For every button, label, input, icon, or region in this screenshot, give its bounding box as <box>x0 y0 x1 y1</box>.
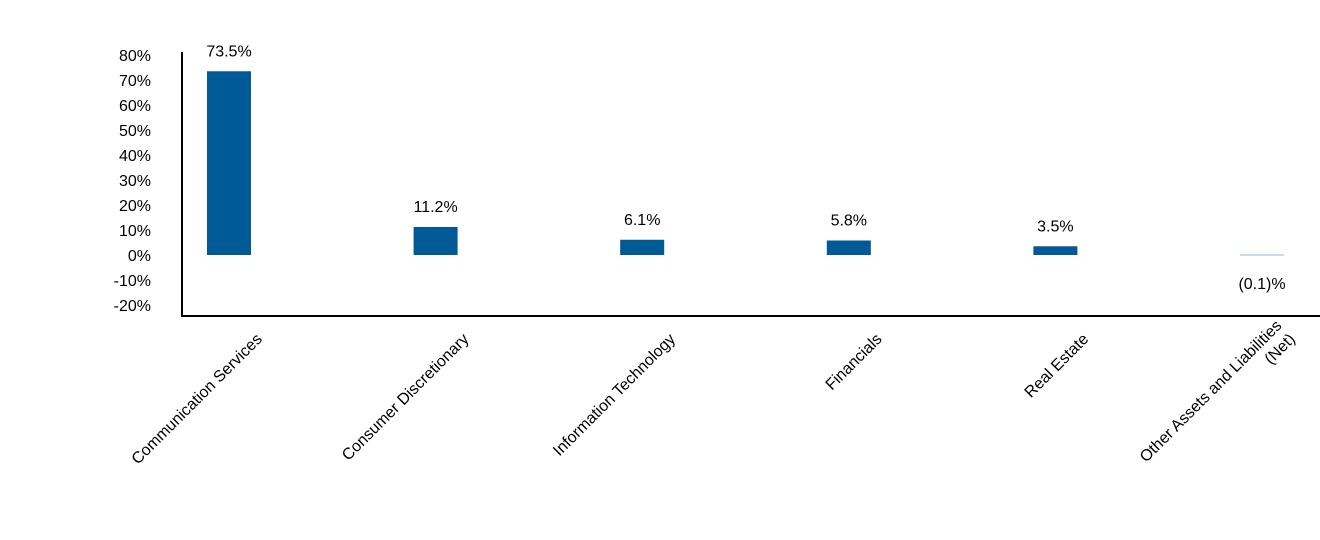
y-tick-label: 20% <box>119 198 151 215</box>
bars <box>207 71 1284 256</box>
y-tick-label: -10% <box>114 273 151 290</box>
bar <box>207 71 251 255</box>
data-label: 11.2% <box>414 199 458 216</box>
category-label-line: Communication Services <box>129 331 266 468</box>
category-label: Real Estate <box>1022 331 1093 402</box>
bar <box>1033 246 1078 255</box>
category-label-line: Real Estate <box>1022 331 1093 402</box>
category-labels: Communication Services Consumer Discretio… <box>129 317 1299 479</box>
data-label: 5.8% <box>831 213 867 230</box>
bar <box>620 239 665 255</box>
y-tick-label: 50% <box>119 123 151 140</box>
data-label: (0.1)% <box>1238 276 1285 293</box>
y-tick-label: 40% <box>119 148 151 165</box>
bar <box>413 227 458 255</box>
y-tick-label: 70% <box>119 73 151 90</box>
y-tick-label: 0% <box>128 248 151 265</box>
category-label: Consumer Discretionary <box>339 331 472 464</box>
data-label: 6.1% <box>624 212 660 229</box>
y-tick-label: 10% <box>119 223 151 240</box>
bar <box>826 240 871 255</box>
y-tick-label: 60% <box>119 98 151 115</box>
category-label: Financials <box>823 331 886 394</box>
y-tick-label: 30% <box>119 173 151 190</box>
category-label-line: Information Technology <box>550 331 679 460</box>
data-label: 3.5% <box>1037 218 1073 235</box>
data-labels: 73.5% 11.2% 6.1% 5.8% 3.5% (0.1)% <box>206 43 1285 293</box>
category-label-line: Financials <box>823 331 886 394</box>
category-label: Other Assets and Liabilities(Net) <box>1137 317 1299 479</box>
y-tick-label: -20% <box>114 298 151 315</box>
category-label-line: Consumer Discretionary <box>339 331 472 464</box>
category-label: Information Technology <box>550 331 679 460</box>
bar <box>1240 254 1284 256</box>
y-axis-ticks: 80% 70% 60% 50% 40% 30% 20% 10% 0% -10% -20% <box>114 48 151 315</box>
y-tick-label: 80% <box>119 48 151 65</box>
category-label-line: Other Assets and Liabilities <box>1137 317 1285 465</box>
category-label: Communication Services <box>129 331 266 468</box>
data-label: 73.5% <box>206 43 251 60</box>
